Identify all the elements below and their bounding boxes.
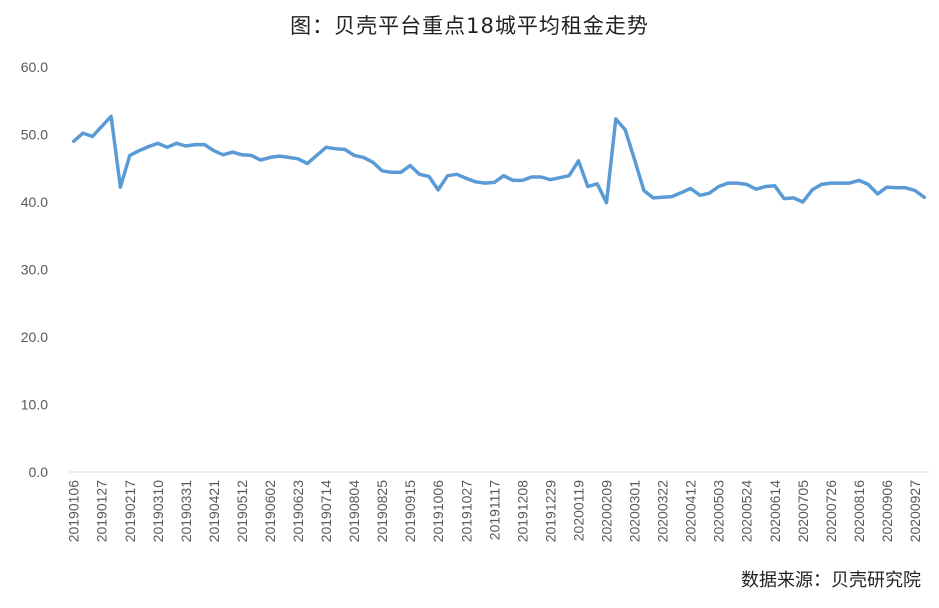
data-source-note: 数据来源：贝壳研究院 [741,570,921,591]
x-tick-label: 20191229 [542,480,558,543]
x-tick-label: 20200322 [655,480,671,543]
x-tick-label: 20190825 [374,480,390,543]
x-tick-label: 20191027 [458,480,474,543]
x-tick-label: 20190106 [66,480,82,543]
x-tick-label: 20190217 [122,480,138,543]
x-tick-label: 20200726 [823,480,839,543]
x-tick-label: 20190421 [206,480,222,543]
x-tick-label: 20190602 [262,480,278,543]
y-tick-label: 10.0 [21,397,48,413]
x-tick-label: 20200301 [627,480,643,543]
x-tick-label: 20200524 [739,480,755,543]
x-axis: 20190106 20190127 20190217 20190310 20190331… [66,471,929,543]
x-tick-label: 20190127 [94,480,110,543]
y-tick-label: 60.0 [21,59,48,75]
x-tick-label: 20190915 [402,480,418,543]
x-tick-label: 20200705 [795,480,811,543]
x-tick-label: 20190310 [150,480,166,543]
series-line [71,114,927,205]
x-tick-label: 20190804 [346,480,362,543]
x-tick-label: 20200209 [599,480,615,543]
x-tick-label: 20190331 [178,480,194,543]
x-tick-label: 20191208 [514,480,530,543]
y-tick-label: 0.0 [29,464,49,480]
x-tick-label: 20200119 [570,480,586,541]
y-tick-label: 30.0 [21,262,48,278]
x-tick-label: 20190512 [234,480,250,543]
x-tick-label: 20190714 [318,480,334,543]
x-tick-label: 20200503 [711,480,727,543]
y-tick-label: 40.0 [21,194,48,210]
x-tick-label: 20200927 [907,480,923,543]
x-tick-label: 20200614 [767,480,783,543]
y-tick-label: 20.0 [21,329,48,345]
y-axis: 0.0 10.0 20.0 30.0 40.0 50.0 60.0 [21,59,48,480]
x-tick-label: 20190623 [290,480,306,543]
x-tick-label: 20191117 [486,480,502,540]
x-tick-label: 20200816 [851,480,867,543]
x-tick-label: 20200906 [879,480,895,543]
chart-title: 图：贝壳平台重点18城平均租金走势 [290,14,649,38]
y-tick-label: 50.0 [21,127,48,143]
x-tick-label: 20191006 [430,480,446,543]
plot-area [71,114,927,205]
x-tick-label: 20200412 [683,480,699,543]
